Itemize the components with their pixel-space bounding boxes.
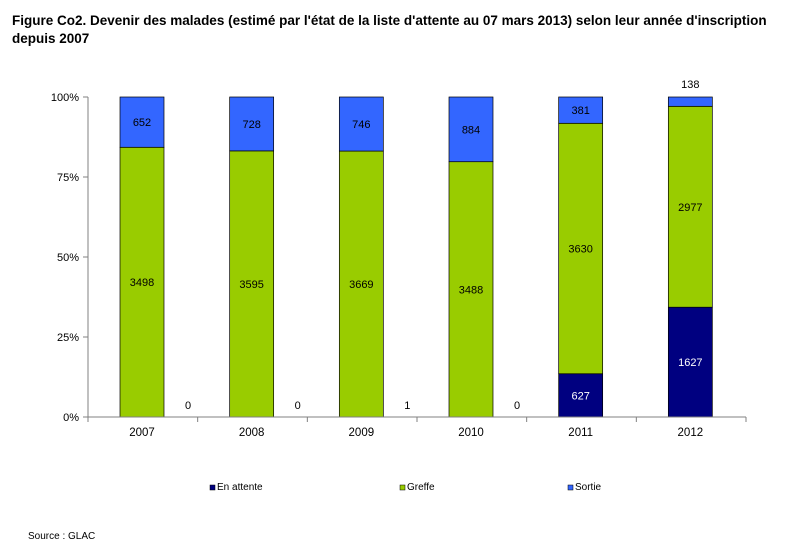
data-label-en-attente-2007: 0 <box>185 400 191 412</box>
data-label-en-attente-2010: 0 <box>514 400 520 412</box>
bar-segment-greffe-2011 <box>558 122 604 375</box>
legend-swatch-en-attente <box>209 484 216 491</box>
x-tick-label-2011: 2011 <box>568 427 593 439</box>
y-tick-label: 100% <box>51 92 79 104</box>
x-tick-label-2012: 2012 <box>678 427 704 439</box>
x-tick-label-2010: 2010 <box>458 427 484 439</box>
bar-segment-greffe-2010 <box>448 161 494 418</box>
bars-layer <box>119 96 713 418</box>
data-label-sortie-2010: 884 <box>462 124 480 136</box>
bar-segment-greffe-2012 <box>667 105 713 308</box>
bar-segment-greffe-2007 <box>119 146 165 418</box>
data-label-greffe-2007: 3498 <box>130 277 154 289</box>
data-label-en-attente-2011: 627 <box>571 390 589 402</box>
axes-layer: 0% 25% 50% 75% 100% 2007 2008 2009 2010 2011 2012 <box>51 92 747 439</box>
y-tick-label: 0% <box>63 412 79 424</box>
legend-label-en-attente: En attente <box>217 482 263 493</box>
bar-segment-sortie-2011 <box>558 96 604 124</box>
labels-layer: 0 3498 652 0 3595 728 1 3669 746 0 3488 884 627 3630 3… <box>130 79 703 412</box>
data-label-en-attente-2012: 1627 <box>678 357 702 369</box>
legend-swatch-sortie <box>567 484 574 491</box>
bar-segment-sortie-2010 <box>448 96 494 163</box>
bar-segment-en-attente-2012 <box>667 306 713 418</box>
bar-segment-greffe-2008 <box>229 150 275 418</box>
bar-segment-sortie-2012 <box>667 96 713 107</box>
x-tick-label-2009: 2009 <box>349 427 375 439</box>
bar-segment-sortie-2009 <box>338 96 384 152</box>
x-tick-label-2008: 2008 <box>239 427 265 439</box>
chart-title: Figure Co2. Devenir des malades (estimé … <box>12 13 767 46</box>
source-note: Source : GLAC <box>28 531 96 542</box>
data-label-greffe-2012: 2977 <box>678 202 702 214</box>
y-tick-label: 25% <box>57 332 79 344</box>
legend-label-sortie: Sortie <box>575 482 602 493</box>
y-tick-label: 75% <box>57 172 79 184</box>
data-label-sortie-2011: 381 <box>571 105 589 117</box>
data-label-greffe-2011: 3630 <box>568 244 592 256</box>
data-label-greffe-2009: 3669 <box>349 279 373 291</box>
legend: En attente Greffe Sortie <box>209 482 602 493</box>
data-label-sortie-2008: 728 <box>242 119 260 131</box>
legend-swatch-greffe <box>399 484 406 491</box>
data-label-greffe-2010: 3488 <box>459 284 483 296</box>
y-tick-label: 50% <box>57 252 79 264</box>
data-label-greffe-2008: 3595 <box>239 279 263 291</box>
data-label-sortie-2009: 746 <box>352 119 370 131</box>
data-label-en-attente-2008: 0 <box>295 400 301 412</box>
data-label-en-attente-2009: 1 <box>404 400 410 412</box>
x-tick-label-2007: 2007 <box>129 427 155 439</box>
data-label-sortie-2012: 138 <box>681 79 699 91</box>
data-label-sortie-2007: 652 <box>133 117 151 129</box>
bar-segment-en-attente-2011 <box>558 373 604 418</box>
legend-label-greffe: Greffe <box>407 482 435 493</box>
bar-segment-sortie-2007 <box>119 96 165 148</box>
bar-segment-sortie-2008 <box>229 96 275 152</box>
